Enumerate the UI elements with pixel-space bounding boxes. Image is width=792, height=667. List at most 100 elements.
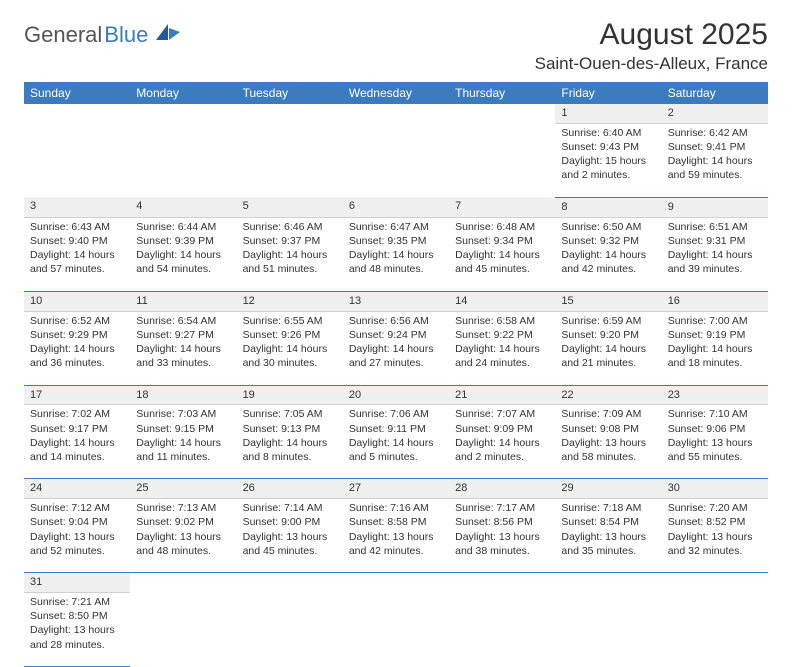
empty-cell <box>343 104 449 123</box>
daylight-text: Daylight: 14 hours <box>136 248 230 262</box>
daylight-text: and 30 minutes. <box>243 356 337 370</box>
weekday-header: Wednesday <box>343 82 449 104</box>
weekday-header: Thursday <box>449 82 555 104</box>
daylight-text: Daylight: 14 hours <box>455 248 549 262</box>
sunset-text: Sunset: 9:06 PM <box>668 422 762 436</box>
sunrise-text: Sunrise: 6:40 AM <box>561 126 655 140</box>
sunrise-text: Sunrise: 6:43 AM <box>30 220 124 234</box>
day-cell: Sunrise: 7:09 AMSunset: 9:08 PMDaylight:… <box>555 405 661 479</box>
daylight-text: Daylight: 15 hours <box>561 154 655 168</box>
sunrise-text: Sunrise: 6:59 AM <box>561 314 655 328</box>
sunset-text: Sunset: 9:09 PM <box>455 422 549 436</box>
day-number-cell: 29 <box>555 479 661 499</box>
sunrise-text: Sunrise: 7:16 AM <box>349 501 443 515</box>
sunset-text: Sunset: 9:34 PM <box>455 234 549 248</box>
day-number-cell: 1 <box>555 104 661 123</box>
day-number-cell: 11 <box>130 291 236 311</box>
daylight-text: and 48 minutes. <box>136 544 230 558</box>
day-number-cell: 14 <box>449 291 555 311</box>
day-cell: Sunrise: 7:03 AMSunset: 9:15 PMDaylight:… <box>130 405 236 479</box>
sunset-text: Sunset: 9:08 PM <box>561 422 655 436</box>
day-number-cell: 13 <box>343 291 449 311</box>
empty-cell <box>343 123 449 197</box>
day-number-cell: 28 <box>449 479 555 499</box>
weekday-header: Saturday <box>662 82 768 104</box>
sunset-text: Sunset: 9:24 PM <box>349 328 443 342</box>
day-number-cell: 23 <box>662 385 768 405</box>
daylight-text: and 2 minutes. <box>561 168 655 182</box>
day-number-cell: 31 <box>24 573 130 593</box>
sunrise-text: Sunrise: 6:44 AM <box>136 220 230 234</box>
daylight-text: Daylight: 13 hours <box>561 436 655 450</box>
daylight-text: Daylight: 14 hours <box>668 154 762 168</box>
weekday-header: Friday <box>555 82 661 104</box>
day-cell: Sunrise: 7:07 AMSunset: 9:09 PMDaylight:… <box>449 405 555 479</box>
day-cell: Sunrise: 7:20 AMSunset: 8:52 PMDaylight:… <box>662 499 768 573</box>
week-row: Sunrise: 7:02 AMSunset: 9:17 PMDaylight:… <box>24 405 768 479</box>
day-cell: Sunrise: 7:06 AMSunset: 9:11 PMDaylight:… <box>343 405 449 479</box>
day-number-cell: 25 <box>130 479 236 499</box>
day-cell: Sunrise: 7:21 AMSunset: 8:50 PMDaylight:… <box>24 593 130 667</box>
daylight-text: Daylight: 14 hours <box>455 436 549 450</box>
sunset-text: Sunset: 9:19 PM <box>668 328 762 342</box>
day-number-cell: 26 <box>237 479 343 499</box>
weekday-header: Tuesday <box>237 82 343 104</box>
empty-cell <box>24 123 130 197</box>
sunrise-text: Sunrise: 7:09 AM <box>561 407 655 421</box>
daylight-text: and 14 minutes. <box>30 450 124 464</box>
sunset-text: Sunset: 8:56 PM <box>455 515 549 529</box>
daylight-text: and 54 minutes. <box>136 262 230 276</box>
empty-cell <box>237 104 343 123</box>
week-row: Sunrise: 7:12 AMSunset: 9:04 PMDaylight:… <box>24 499 768 573</box>
day-number-cell: 12 <box>237 291 343 311</box>
sunrise-text: Sunrise: 6:46 AM <box>243 220 337 234</box>
sunrise-text: Sunrise: 6:55 AM <box>243 314 337 328</box>
day-number-cell: 16 <box>662 291 768 311</box>
weekday-header-row: SundayMondayTuesdayWednesdayThursdayFrid… <box>24 82 768 104</box>
daylight-text: Daylight: 14 hours <box>136 436 230 450</box>
empty-cell <box>343 593 449 667</box>
day-number-cell: 15 <box>555 291 661 311</box>
daynum-row: 31 <box>24 573 768 593</box>
daylight-text: and 55 minutes. <box>668 450 762 464</box>
sunrise-text: Sunrise: 6:47 AM <box>349 220 443 234</box>
day-cell: Sunrise: 7:02 AMSunset: 9:17 PMDaylight:… <box>24 405 130 479</box>
empty-cell <box>555 573 661 593</box>
sunset-text: Sunset: 9:35 PM <box>349 234 443 248</box>
daylight-text: Daylight: 13 hours <box>668 436 762 450</box>
logo: GeneralBlue <box>24 22 182 48</box>
sunrise-text: Sunrise: 7:05 AM <box>243 407 337 421</box>
daylight-text: and 32 minutes. <box>668 544 762 558</box>
daylight-text: Daylight: 14 hours <box>561 248 655 262</box>
header: GeneralBlue August 2025 Saint-Ouen-des-A… <box>24 18 768 74</box>
week-row: Sunrise: 7:21 AMSunset: 8:50 PMDaylight:… <box>24 593 768 667</box>
sunrise-text: Sunrise: 7:10 AM <box>668 407 762 421</box>
day-number-cell: 4 <box>130 197 236 217</box>
day-cell: Sunrise: 6:52 AMSunset: 9:29 PMDaylight:… <box>24 311 130 385</box>
day-cell: Sunrise: 7:12 AMSunset: 9:04 PMDaylight:… <box>24 499 130 573</box>
daylight-text: Daylight: 13 hours <box>136 530 230 544</box>
weekday-header: Sunday <box>24 82 130 104</box>
daylight-text: Daylight: 13 hours <box>561 530 655 544</box>
daylight-text: and 57 minutes. <box>30 262 124 276</box>
empty-cell <box>130 123 236 197</box>
sunset-text: Sunset: 9:15 PM <box>136 422 230 436</box>
day-number-cell: 10 <box>24 291 130 311</box>
day-cell: Sunrise: 7:17 AMSunset: 8:56 PMDaylight:… <box>449 499 555 573</box>
day-cell: Sunrise: 6:56 AMSunset: 9:24 PMDaylight:… <box>343 311 449 385</box>
sunset-text: Sunset: 9:11 PM <box>349 422 443 436</box>
sunset-text: Sunset: 9:20 PM <box>561 328 655 342</box>
week-row: Sunrise: 6:52 AMSunset: 9:29 PMDaylight:… <box>24 311 768 385</box>
day-cell: Sunrise: 6:44 AMSunset: 9:39 PMDaylight:… <box>130 217 236 291</box>
daylight-text: Daylight: 14 hours <box>668 248 762 262</box>
day-cell: Sunrise: 6:55 AMSunset: 9:26 PMDaylight:… <box>237 311 343 385</box>
sunrise-text: Sunrise: 6:58 AM <box>455 314 549 328</box>
day-number-cell: 20 <box>343 385 449 405</box>
daynum-row: 17181920212223 <box>24 385 768 405</box>
sunrise-text: Sunrise: 6:50 AM <box>561 220 655 234</box>
daylight-text: and 24 minutes. <box>455 356 549 370</box>
empty-cell <box>449 573 555 593</box>
sunset-text: Sunset: 9:31 PM <box>668 234 762 248</box>
sunset-text: Sunset: 9:40 PM <box>30 234 124 248</box>
daynum-row: 24252627282930 <box>24 479 768 499</box>
